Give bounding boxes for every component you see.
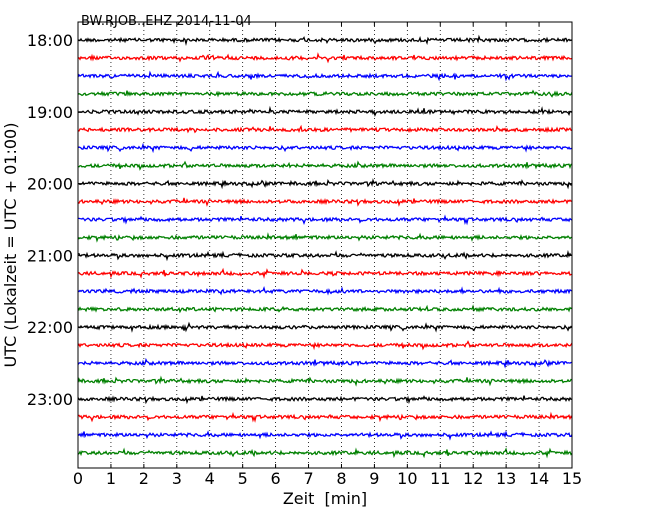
x-tick-label-12: 12 [463, 469, 483, 488]
trace-8 [77, 160, 573, 171]
x-tick-label-10: 10 [397, 469, 417, 488]
y-axis-label: UTC (Lokalzeit = UTC + 01:00) [1, 123, 20, 368]
trace-2 [77, 52, 573, 64]
plot-frame [77, 21, 573, 469]
x-tick-label-8: 8 [336, 469, 346, 488]
x-tick-label-14: 14 [529, 469, 549, 488]
x-tick-label-9: 9 [369, 469, 379, 488]
trace-21 [77, 395, 573, 405]
x-tick-label-11: 11 [430, 469, 450, 488]
trace-15 [77, 285, 573, 296]
x-axis: 0 1 2 3 4 5 6 7 8 9 10 11 12 13 14 15 [73, 22, 582, 488]
y-tick-label-4: 22:00 [27, 318, 73, 337]
x-tick-label-6: 6 [271, 469, 281, 488]
x-tick-label-2: 2 [139, 469, 149, 488]
trace-13 [77, 249, 573, 262]
trace-4 [77, 89, 573, 98]
x-tick-label-3: 3 [172, 469, 182, 488]
trace-18 [77, 340, 573, 351]
trace-19 [77, 357, 573, 369]
x-axis-label: Zeit [min] [283, 489, 367, 508]
y-tick-label-2: 20:00 [27, 175, 73, 194]
y-tick-label-1: 19:00 [27, 103, 73, 122]
trace-16 [77, 304, 573, 314]
trace-group [77, 34, 573, 459]
trace-14 [77, 267, 573, 280]
y-tick-label-0: 18:00 [27, 31, 73, 50]
trace-23 [77, 430, 573, 441]
trace-17 [77, 321, 573, 333]
trace-22 [77, 411, 573, 423]
y-axis: 18:00 19:00 20:00 21:00 22:00 23:00 [27, 31, 572, 409]
trace-12 [77, 232, 573, 243]
y-tick-label-3: 21:00 [27, 246, 73, 265]
x-tick-label-13: 13 [496, 469, 516, 488]
trace-3 [77, 70, 573, 82]
trace-11 [77, 214, 573, 226]
x-tick-label-15: 15 [562, 469, 582, 488]
trace-5 [77, 105, 573, 117]
x-tick-label-1: 1 [106, 469, 116, 488]
trace-10 [77, 197, 573, 207]
trace-1 [77, 34, 573, 47]
trace-7 [77, 142, 573, 154]
y-tick-label-5: 23:00 [27, 390, 73, 409]
x-tick-label-5: 5 [238, 469, 248, 488]
trace-24 [77, 447, 573, 459]
trace-9 [77, 178, 573, 190]
x-tick-label-0: 0 [73, 469, 83, 488]
x-tick-label-7: 7 [303, 469, 313, 488]
trace-20 [77, 375, 573, 387]
x-tick-label-4: 4 [205, 469, 215, 488]
trace-6 [77, 124, 573, 134]
